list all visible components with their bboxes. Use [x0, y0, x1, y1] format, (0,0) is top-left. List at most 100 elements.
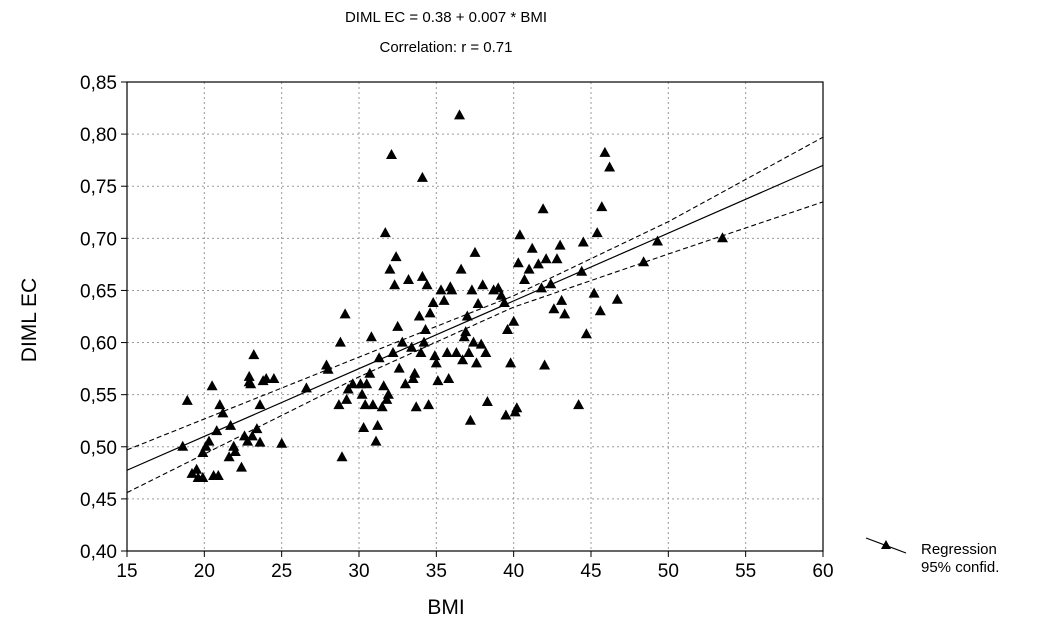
data-point: [203, 435, 215, 446]
y-tick-label: 0,85: [80, 73, 117, 94]
data-point: [212, 470, 224, 480]
data-point: [502, 324, 513, 334]
data-point: [539, 359, 551, 370]
data-point: [268, 373, 280, 383]
y-tick-label: 0,70: [80, 229, 117, 250]
data-point: [577, 236, 589, 247]
data-point: [495, 289, 507, 300]
data-point: [469, 246, 481, 257]
data-point: [361, 378, 373, 389]
data-point: [537, 203, 549, 214]
data-point: [364, 367, 376, 378]
data-point: [472, 298, 484, 308]
data-point: [588, 287, 600, 298]
plot-area-frame: [126, 81, 824, 552]
data-point: [498, 297, 510, 307]
data-point: [333, 399, 345, 410]
data-point: [508, 315, 520, 326]
data-points: [177, 109, 728, 482]
data-point: [356, 388, 368, 399]
data-point: [410, 401, 422, 412]
data-point: [559, 308, 571, 319]
data-point: [181, 394, 193, 405]
data-point: [540, 253, 552, 264]
x-tick-label: 30: [348, 561, 369, 582]
data-point: [229, 446, 241, 456]
data-point: [359, 399, 371, 410]
y-tick-label: 0,50: [80, 438, 117, 459]
data-point: [390, 251, 402, 262]
x-tick-label: 60: [812, 561, 833, 582]
data-point: [378, 380, 390, 391]
data-point: [336, 451, 348, 462]
x-tick-label: 25: [271, 561, 292, 582]
data-point: [381, 393, 393, 404]
data-point: [421, 279, 433, 290]
data-point: [403, 274, 414, 284]
data-point: [197, 472, 209, 482]
data-point: [523, 263, 535, 274]
chart-subtitle: Correlation: r = 0.71: [380, 39, 513, 56]
x-tick-label: 45: [580, 561, 601, 582]
x-tick-label: 40: [503, 561, 524, 582]
y-axis-title: DIML EC: [18, 278, 41, 362]
data-point: [246, 430, 258, 441]
data-point: [254, 436, 266, 447]
data-point: [260, 373, 272, 383]
data-point: [464, 414, 476, 425]
axis-ticks: 15 20 25 30 35 40 45 50 55 60 0,40 0,45 0,50 0,55 0,60…: [80, 73, 834, 582]
data-point: [511, 402, 523, 413]
confidence-band: [126, 136, 824, 494]
data-point: [243, 370, 255, 381]
data-point: [536, 282, 547, 293]
data-point: [424, 307, 436, 318]
data-point: [416, 270, 428, 281]
y-tick-label: 0,75: [80, 177, 117, 198]
data-point: [334, 336, 346, 347]
data-point: [460, 326, 472, 337]
data-point: [392, 320, 404, 331]
y-tick-label: 0,60: [80, 334, 117, 355]
data-point: [367, 399, 379, 410]
data-point: [548, 303, 560, 314]
data-point: [386, 149, 397, 159]
data-point: [519, 274, 530, 284]
data-point: [463, 347, 475, 357]
data-point: [604, 161, 616, 172]
data-point: [435, 284, 447, 295]
data-point: [471, 357, 482, 368]
data-point: [526, 242, 538, 253]
legend: Regression 95% confid.: [865, 537, 999, 576]
data-point: [387, 347, 399, 357]
data-point: [413, 310, 425, 321]
data-point: [480, 347, 492, 357]
legend-marker-icon: [881, 540, 891, 549]
data-point: [443, 373, 455, 383]
data-point: [407, 373, 419, 383]
data-point: [556, 294, 568, 305]
data-point: [717, 232, 728, 243]
y-tick-label: 0,80: [80, 125, 117, 146]
data-point: [438, 294, 450, 305]
x-tick-label: 50: [658, 561, 679, 582]
data-point: [573, 399, 585, 410]
x-tick-label: 35: [426, 561, 447, 582]
x-tick-label: 15: [116, 561, 137, 582]
gridlines: [127, 82, 823, 551]
data-point: [322, 363, 334, 374]
data-point: [554, 239, 566, 250]
data-point: [373, 352, 385, 363]
data-point: [423, 399, 435, 410]
y-tick-label: 0,55: [80, 386, 117, 407]
data-point: [466, 284, 478, 295]
data-point: [500, 409, 512, 420]
data-point: [211, 425, 223, 436]
data-point: [372, 419, 384, 430]
data-point: [370, 435, 382, 446]
legend-entry-regression: Regression: [921, 541, 997, 558]
data-point: [342, 383, 354, 394]
y-tick-label: 0,40: [80, 542, 117, 563]
data-point: [580, 328, 592, 339]
data-point: [376, 401, 388, 412]
confidence-lower-line: [126, 201, 824, 494]
